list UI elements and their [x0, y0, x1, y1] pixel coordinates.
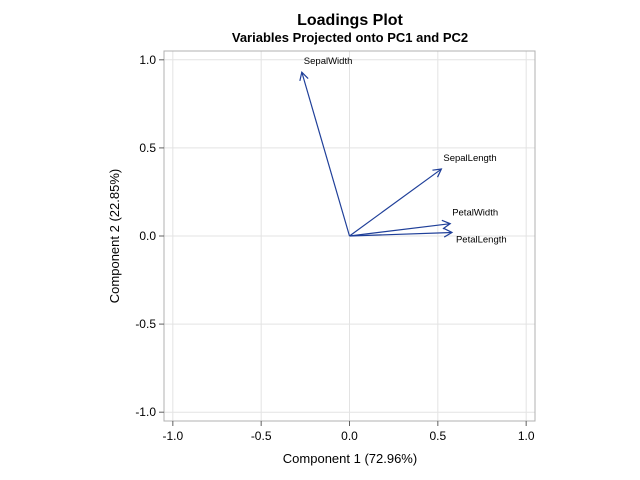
- vector-label-sepalwidth: SepalWidth: [304, 56, 353, 67]
- vector-label-petallength: PetalLength: [456, 234, 507, 245]
- x-axis-label: Component 1 (72.96%): [283, 451, 417, 466]
- loading-vectors: SepalLength SepalWidth PetalLength PetalWid…: [299, 56, 507, 245]
- y-tick-label: 1.0: [139, 53, 156, 67]
- y-tick-label: 0.0: [139, 229, 156, 243]
- x-tick-label: 0.0: [341, 429, 358, 443]
- chart-subtitle: Variables Projected onto PC1 and PC2: [232, 30, 468, 45]
- vector-sepallength: [349, 168, 442, 237]
- vector-label-petalwidth: PetalWidth: [452, 208, 498, 219]
- vector-petallength: [349, 231, 452, 237]
- arrowhead-petallength: [443, 227, 454, 238]
- y-tick-label: 0.5: [139, 141, 156, 155]
- arrowhead-petalwidth: [441, 219, 452, 230]
- grid-lines: [164, 51, 535, 421]
- chart-title: Loadings Plot: [297, 12, 403, 29]
- y-axis-label: Component 2 (22.85%): [107, 169, 122, 303]
- y-tick-label: -0.5: [135, 317, 156, 331]
- y-tick-label: -1.0: [135, 405, 156, 419]
- vector-petalwidth: [349, 223, 451, 237]
- arrowhead-sepallength: [432, 168, 443, 178]
- vector-sepalwidth: [301, 71, 351, 237]
- x-tick-label: 0.5: [429, 429, 446, 443]
- x-tick-label: 1.0: [518, 429, 535, 443]
- axis-ticks: -1.0 -0.5 0.0 0.5 1.0 -1.0 -0.5 0.0 0.5 1.0: [135, 53, 535, 443]
- vector-label-sepallength: SepalLength: [443, 153, 496, 164]
- x-tick-label: -1.0: [162, 429, 183, 443]
- arrowhead-sepalwidth: [299, 70, 309, 82]
- x-tick-label: -0.5: [251, 429, 272, 443]
